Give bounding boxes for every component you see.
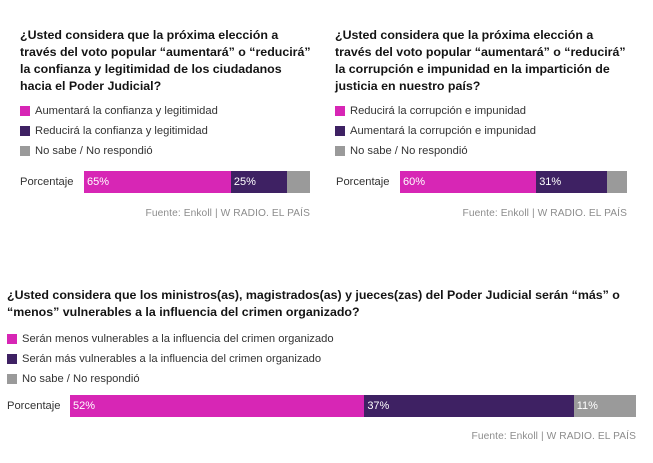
chart-3-legend: Serán menos vulnerables a la influencia … [7,329,637,389]
legend-swatch [20,126,30,136]
bar-segment: 25% [230,171,288,193]
chart-3-title: ¿Usted considera que los ministros(as), … [7,288,620,319]
legend-item: Reducirá la confianza y legitimidad [20,121,312,141]
bar-segment: 31% [536,171,607,193]
legend-item: Serán menos vulnerables a la influencia … [7,329,637,349]
chart-3-source: Fuente: Enkoll | W RADIO. EL PAÍS [471,431,636,442]
legend-swatch [335,146,345,156]
bar-value-label: 37% [367,400,390,412]
legend-swatch [20,146,30,156]
legend-label: Aumentará la confianza y legitimidad [35,105,218,117]
legend-swatch [20,106,30,116]
bar-segment: 60% [400,171,537,193]
legend-item: Reducirá la corrupción e impunidad [335,101,627,121]
bar-value-label: 65% [87,176,110,188]
legend-item: Aumentará la confianza y legitimidad [20,101,312,121]
chart-panel-1: ¿Usted considera que la próxima elección… [20,27,312,161]
bar-segment: 11% [573,395,636,417]
bar-segment: 65% [84,171,231,193]
chart-2-title: ¿Usted considera que la próxima elección… [335,28,626,93]
legend-item: Serán más vulnerables a la influencia de… [7,349,637,369]
legend-swatch [335,126,345,136]
legend-item: Aumentará la corrupción e impunidad [335,121,627,141]
legend-swatch [335,106,345,116]
chart-2-bar-row: Porcentaje [336,171,390,193]
chart-1-bar-row: Porcentaje [20,171,74,193]
legend-label: Serán menos vulnerables a la influencia … [22,333,334,345]
chart-3-bar-row: Porcentaje [7,395,61,417]
legend-label: No sabe / No respondió [22,373,140,385]
bar-segment: 37% [364,395,574,417]
bar-category-label: Porcentaje [20,176,74,188]
bar-value-label: 52% [73,400,96,412]
legend-label: Reducirá la confianza y legitimidad [35,125,208,137]
chart-1-title: ¿Usted considera que la próxima elección… [20,28,311,93]
chart-2-legend: Reducirá la corrupción e impunidad Aumen… [335,101,627,161]
bar-value-label: 25% [233,176,256,188]
bar-value-label: 60% [403,176,426,188]
bar-segment [606,171,627,193]
bar-value-label: 31% [539,176,562,188]
legend-item: No sabe / No respondió [20,141,312,161]
chart-2-bar: 60% 31% [400,171,627,193]
legend-swatch [7,374,17,384]
bar-segment: 52% [70,395,365,417]
legend-item: No sabe / No respondió [335,141,627,161]
legend-item: No sabe / No respondió [7,369,637,389]
chart-2-source: Fuente: Enkoll | W RADIO. EL PAÍS [462,208,627,219]
chart-panel-3: ¿Usted considera que los ministros(as), … [7,287,637,389]
chart-panel-2: ¿Usted considera que la próxima elección… [335,27,627,161]
legend-label: Aumentará la corrupción e impunidad [350,125,536,137]
legend-swatch [7,334,17,344]
chart-1-bar: 65% 25% [84,171,310,193]
legend-label: No sabe / No respondió [350,145,468,157]
bar-segment [287,171,310,193]
legend-label: No sabe / No respondió [35,145,153,157]
bar-category-label: Porcentaje [7,400,61,412]
legend-label: Reducirá la corrupción e impunidad [350,105,526,117]
chart-1-source: Fuente: Enkoll | W RADIO. EL PAÍS [145,208,310,219]
bar-value-label: 11% [576,400,598,412]
legend-label: Serán más vulnerables a la influencia de… [22,353,322,365]
legend-swatch [7,354,17,364]
chart-1-legend: Aumentará la confianza y legitimidad Red… [20,101,312,161]
bar-category-label: Porcentaje [336,176,390,188]
chart-3-bar: 52% 37% 11% [70,395,636,417]
